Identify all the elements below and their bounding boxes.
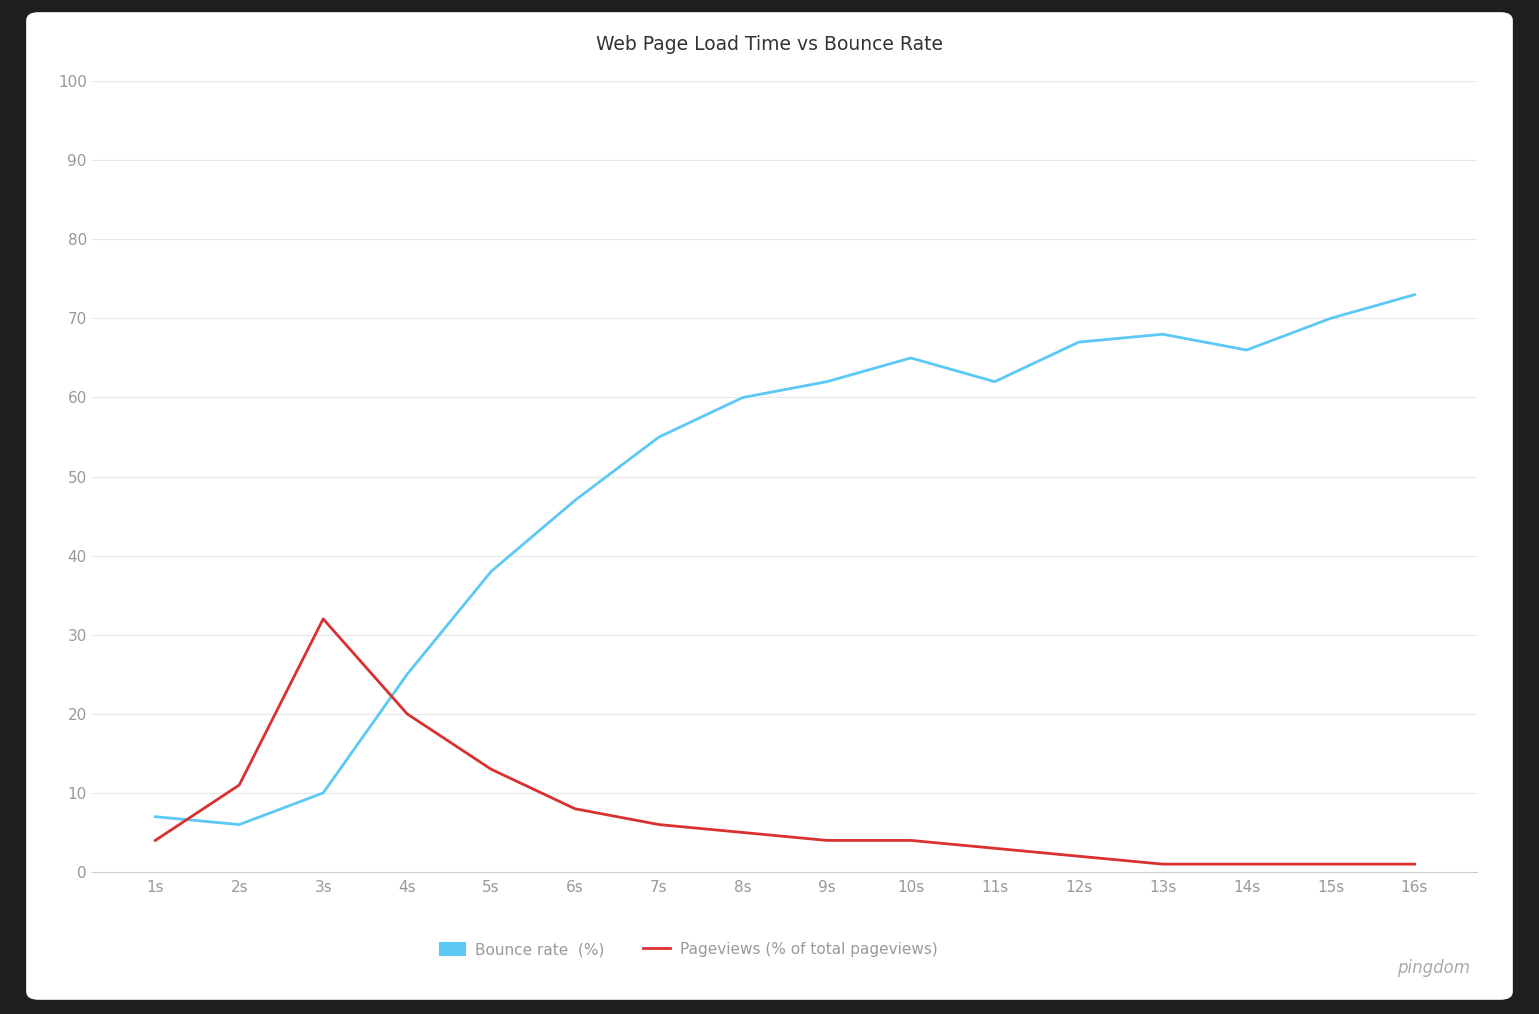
Text: pingdom: pingdom: [1397, 959, 1470, 977]
Legend: Bounce rate  (%), Pageviews (% of total pageviews): Bounce rate (%), Pageviews (% of total p…: [432, 936, 943, 963]
Text: Web Page Load Time vs Bounce Rate: Web Page Load Time vs Bounce Rate: [596, 35, 943, 55]
